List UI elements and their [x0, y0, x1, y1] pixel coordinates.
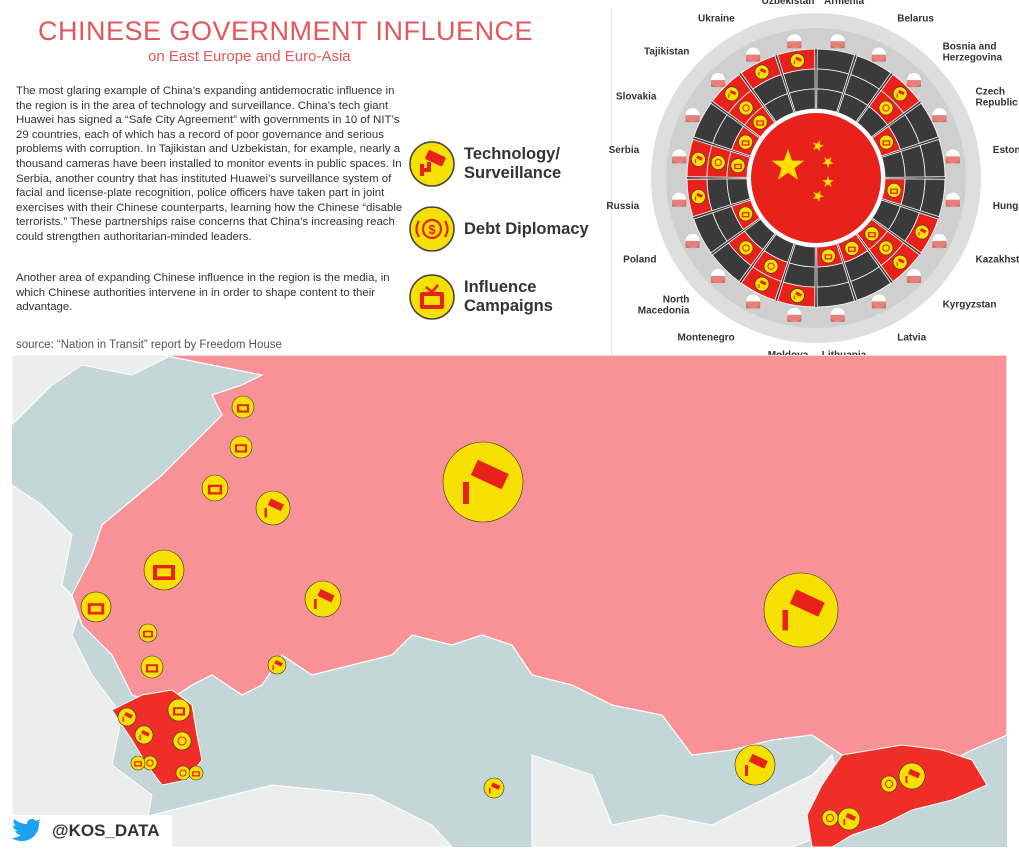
- country-label: Montenegro: [678, 332, 735, 343]
- wheel-country-uzbekistan: Uzbekistan: [762, 0, 816, 113]
- camera-marker: [763, 572, 839, 648]
- country-label: Poland: [623, 254, 656, 265]
- wheel-country-moldova: Moldova: [768, 243, 816, 355]
- tv-icon: [409, 274, 455, 320]
- dollar-coin-marker: [175, 765, 191, 781]
- wheel-country-latvia: Latvia: [837, 233, 927, 343]
- wheel-country-armenia: Armenia: [816, 0, 864, 113]
- country-label: Armenia: [824, 0, 864, 7]
- camera-marker: [117, 707, 137, 727]
- caspian-sea: [452, 655, 492, 775]
- country-label: North Macedonia: [638, 295, 690, 317]
- star-icon: [813, 140, 824, 152]
- tv-marker: [80, 591, 112, 623]
- tv-marker: [231, 395, 255, 419]
- country-label: Belarus: [897, 14, 934, 25]
- twitter-handle: @KOS_DATA: [12, 815, 172, 847]
- page-title: CHINESE GOVERNMENT INFLUENCE: [38, 16, 534, 46]
- country-label: Uzbekistan: [762, 0, 815, 7]
- dollar-coin-marker: [142, 755, 158, 771]
- other-land: [12, 355, 853, 847]
- map-markers: [80, 395, 926, 831]
- wheel-country-bosnia-and-herzegovina: Bosnia and Herzegovina: [856, 41, 1003, 138]
- camera-marker: [267, 655, 287, 675]
- dollar-coin-marker: [880, 775, 898, 793]
- star-icon: [822, 176, 834, 187]
- legend-item-debt: $ Debt Diplomacy: [408, 205, 589, 253]
- twitter-bird-icon: [12, 818, 42, 841]
- legend-label-technology: Technology/ Surveillance: [464, 145, 562, 182]
- tv-marker: [138, 623, 158, 643]
- star-icon: [812, 190, 824, 202]
- country-label: Slovakia: [616, 92, 657, 103]
- wheel-country-czech-republic: Czech Republic: [871, 87, 1018, 157]
- wheel-country-estonia: Estonia: [881, 138, 1019, 178]
- handle-text: @KOS_DATA: [52, 821, 160, 840]
- tv-marker: [188, 765, 204, 781]
- wheel-country-lithuania: Lithuania: [816, 243, 867, 355]
- wheel-country-slovakia: Slovakia: [616, 92, 761, 157]
- star-icon: [822, 157, 834, 168]
- country-label: Kazakhstan: [975, 254, 1019, 265]
- dollar-coin-marker: [821, 809, 839, 827]
- legend-label-debt: Debt Diplomacy: [464, 219, 589, 238]
- wheel-country-hungary: Hungary: [881, 178, 1019, 218]
- camera-marker: [483, 777, 505, 799]
- dollar-coin-marker: [172, 731, 192, 751]
- country-label: Serbia: [609, 145, 640, 156]
- divider: [611, 10, 612, 355]
- country-label: Tajikistan: [644, 46, 689, 57]
- country-label: Moldova: [768, 350, 809, 355]
- camera-marker: [255, 490, 291, 526]
- tv-marker: [140, 655, 164, 679]
- svg-text:$: $: [428, 222, 436, 237]
- camera-marker: [734, 744, 776, 786]
- country-label: Ukraine: [698, 14, 735, 25]
- legend-item-influence: Influence Campaigns: [408, 273, 553, 321]
- dollar-coin-icon: $: [409, 206, 455, 252]
- media-paragraph: Another area of expanding Chinese influe…: [16, 272, 390, 314]
- country-label: Czech Republic: [975, 87, 1018, 109]
- camera-marker: [898, 762, 926, 790]
- wheel-country-kyrgyzstan: Kyrgyzstan: [856, 218, 997, 311]
- tv-marker: [130, 755, 146, 771]
- country-label: Russia: [606, 201, 639, 212]
- country-label: Lithuania: [822, 350, 867, 355]
- wheel-country-north-macedonia: North Macedonia: [638, 218, 776, 317]
- tv-marker: [229, 435, 253, 459]
- tv-marker: [201, 474, 229, 502]
- country-label: Kyrgyzstan: [943, 300, 997, 311]
- source-note: source: “Nation in Transit” report by Fr…: [16, 339, 282, 351]
- camera-marker: [134, 725, 154, 745]
- tv-marker: [143, 549, 185, 591]
- legend-item-technology: Technology/ Surveillance: [408, 140, 561, 188]
- china-flag-center: [751, 113, 881, 243]
- camera-marker: [837, 807, 861, 831]
- black-sea: [262, 700, 392, 755]
- wheel-country-tajikistan: Tajikistan: [644, 46, 776, 138]
- legend-label-influence: Influence Campaigns: [464, 278, 553, 315]
- camera-marker: [304, 580, 342, 618]
- wheel-country-belarus: Belarus: [837, 14, 934, 123]
- wheel-country-poland: Poland: [623, 199, 761, 265]
- influence-wheel: Armenia Belarus Bosnia and Herzegovina Czech…: [606, 0, 1019, 355]
- country-label: Hungary: [993, 201, 1019, 212]
- tv-marker: [167, 698, 191, 722]
- star-icon: [771, 149, 805, 180]
- wheel-country-kazakhstan: Kazakhstan: [871, 199, 1019, 265]
- camera-icon: [409, 141, 455, 187]
- country-label: Estonia: [993, 145, 1019, 156]
- country-label: Latvia: [897, 332, 926, 343]
- country-label: Bosnia and Herzegovina: [943, 41, 1003, 63]
- page-subtitle: on East Europe and Euro-Asia: [148, 48, 351, 65]
- wheel-country-serbia: Serbia: [609, 138, 751, 178]
- wheel-country-montenegro: Montenegro: [678, 233, 795, 343]
- region-map: [12, 355, 1007, 847]
- camera-marker: [442, 441, 524, 523]
- intro-paragraph: The most glaring example of China’s expa…: [16, 85, 403, 243]
